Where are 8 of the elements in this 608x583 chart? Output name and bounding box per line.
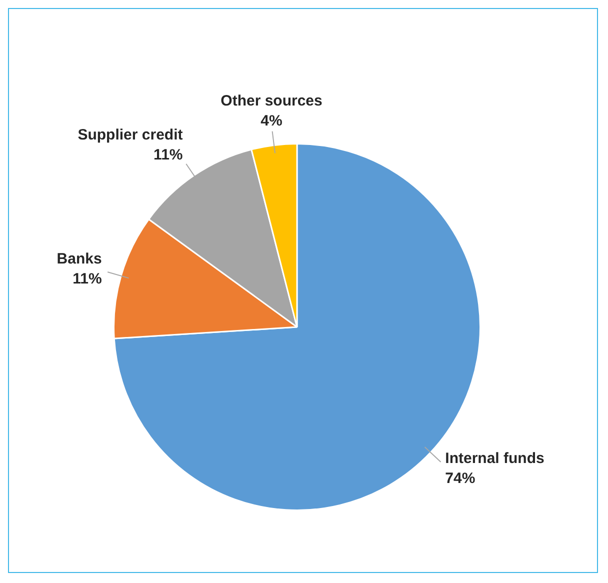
data-label: 4% [260, 112, 282, 130]
slice-label: Internal funds [445, 450, 544, 468]
data-label: 11% [154, 146, 183, 164]
slice-label: Banks [56, 250, 102, 268]
slice-label: Supplier credit [78, 126, 183, 144]
data-label: 74% [445, 470, 476, 488]
slice-label: Other sources [220, 92, 322, 110]
data-label: 11% [72, 270, 102, 288]
